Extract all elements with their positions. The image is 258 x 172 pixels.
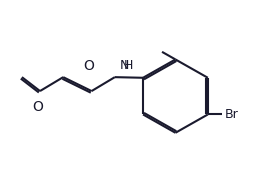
Text: H: H: [124, 59, 134, 72]
Text: Br: Br: [225, 108, 238, 121]
Text: N: N: [120, 59, 129, 72]
Text: O: O: [32, 100, 43, 114]
Text: O: O: [84, 59, 94, 73]
